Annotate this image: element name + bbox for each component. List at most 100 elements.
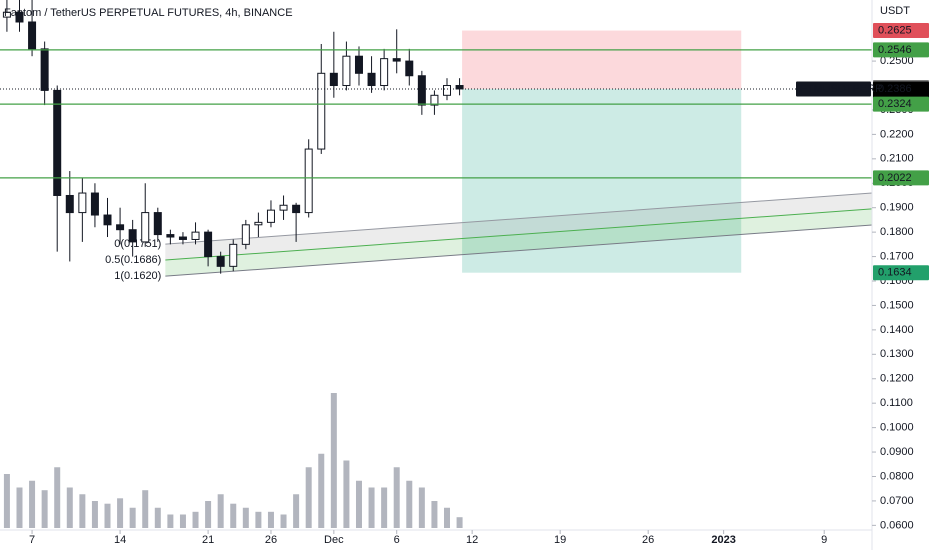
candle-body: [204, 231, 213, 258]
candle-body: [216, 256, 225, 267]
target-zone: [462, 88, 742, 273]
x-tick-label: 6: [394, 534, 400, 546]
candle-body: [241, 224, 250, 245]
y-tick-label: 0.1200: [880, 373, 914, 385]
candle-body: [266, 209, 275, 223]
volume-bar: [267, 511, 274, 528]
y-tick-label: 0.2500: [880, 55, 914, 67]
channel-label: 1(0.1620): [114, 270, 161, 282]
volume-bar: [280, 514, 287, 528]
y-tick-label: 0.1800: [880, 226, 914, 238]
y-tick-label: 0.0800: [880, 470, 914, 482]
channel-line: [165, 192, 873, 245]
candle-body: [329, 72, 338, 87]
y-tick-label: 0.1500: [880, 299, 914, 311]
volume-bar: [368, 487, 375, 528]
candle-body: [78, 192, 87, 214]
y-unit: USDT: [880, 5, 910, 17]
volume-bar: [91, 501, 98, 528]
candle-body: [367, 72, 376, 87]
candle-body: [304, 148, 313, 214]
volume-bar: [79, 494, 86, 528]
x-tick-label: 19: [554, 534, 566, 546]
volume-bar: [3, 474, 10, 528]
y-tick-label: 0.1700: [880, 250, 914, 262]
candle-body: [178, 236, 187, 240]
price-badge-label: 0.2022: [878, 172, 912, 184]
channel-label: 0(0.1751): [114, 238, 161, 250]
y-tick-label: 0.1400: [880, 324, 914, 336]
candle-body: [443, 85, 452, 96]
y-tick-label: 0.1900: [880, 202, 914, 214]
volume-bar: [66, 487, 73, 528]
price-badge: [873, 23, 929, 39]
volume-bar: [431, 501, 438, 528]
price-badge: [873, 42, 929, 58]
position-layer: 0(0.1751) 0.5(0.1686) 1(0.1620): [105, 30, 873, 282]
candle-body: [191, 231, 200, 240]
volume-bar: [167, 514, 174, 528]
candle-body: [279, 204, 288, 211]
price-badge-label: 0.2625: [878, 24, 912, 36]
x-tick-label: Dec: [324, 534, 344, 546]
candle-body: [455, 85, 464, 90]
y-tick-label: 0.1100: [880, 397, 913, 409]
volume-bar: [318, 453, 325, 528]
volume-bar: [255, 511, 262, 528]
candle-body: [166, 234, 175, 238]
stop-zone: [462, 30, 742, 89]
volume-bar: [117, 498, 124, 528]
candle-body: [342, 55, 351, 87]
candle-body: [90, 192, 99, 216]
x-tick-label: 9: [821, 534, 827, 546]
volume-bar: [179, 514, 186, 528]
channel-band: [165, 193, 872, 260]
channel-label: 0.5(0.1686): [105, 254, 161, 266]
price-badge-label: 0.2386: [878, 83, 912, 95]
volume-bar: [142, 490, 149, 528]
volume-bar: [129, 507, 136, 528]
chart-title: Fantom / TetherUS PERPETUAL FUTURES, 4h,…: [4, 7, 293, 19]
y-tick-label: 0.1300: [880, 348, 914, 360]
candle-body: [417, 75, 426, 106]
volume-bar: [444, 507, 451, 528]
candle-body: [53, 89, 62, 196]
price-badge: [873, 265, 929, 281]
y-tick-label: 0.0700: [880, 495, 914, 507]
plot-layer: [0, 0, 872, 528]
volume-bar: [393, 467, 400, 528]
volume-bar: [29, 480, 36, 528]
volume-bar: [104, 503, 111, 528]
candle-body: [128, 229, 137, 243]
candle-body: [229, 243, 238, 267]
candle-body: [380, 58, 389, 87]
channel-line: [165, 208, 873, 261]
x-tick-label: 14: [114, 534, 126, 546]
candle-body: [405, 60, 414, 77]
price-badge-label: 0.1634: [878, 267, 912, 279]
candle-body: [392, 58, 401, 62]
y-tick-label: 0.0900: [880, 446, 914, 458]
volume-bar: [154, 507, 161, 528]
volume-bar: [54, 467, 61, 528]
candle-body: [292, 204, 301, 214]
x-tick-label: 12: [466, 534, 478, 546]
y-tick-label: 0.2100: [880, 153, 914, 165]
volume-bar: [205, 501, 212, 528]
x-tick-label: 7: [29, 534, 35, 546]
candle-body: [103, 214, 112, 226]
price-badge-label: 0.2324: [878, 98, 912, 110]
price-badge-label: 0.2546: [878, 44, 912, 56]
volume-bar: [192, 511, 199, 528]
candle-body: [153, 212, 162, 236]
y-tick-label: 0.0600: [880, 519, 914, 531]
volume-bar: [355, 480, 362, 528]
channel-line: [165, 224, 873, 277]
candle-body: [254, 221, 263, 226]
x-tick-label: 26: [642, 534, 654, 546]
symbol-badge: [796, 81, 871, 97]
candle-body: [28, 21, 37, 50]
volume-bar: [16, 487, 23, 528]
